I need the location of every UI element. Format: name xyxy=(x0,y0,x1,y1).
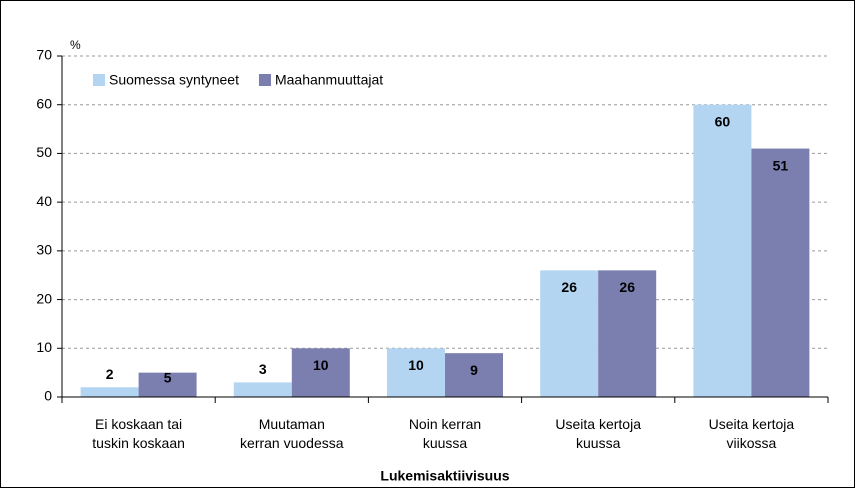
bar xyxy=(138,372,197,397)
bar xyxy=(387,348,445,397)
x-tick-line: Noin kerran xyxy=(409,416,481,432)
legend-swatch xyxy=(93,74,105,86)
data-label: 10 xyxy=(408,357,424,373)
legend-label: Suomessa syntyneet xyxy=(109,72,239,88)
x-tick-label: Useita kertoja kuussa xyxy=(555,416,641,451)
bar xyxy=(693,104,752,397)
y-tick-label: 70 xyxy=(36,47,52,63)
x-tick-line: Muutaman xyxy=(259,416,325,432)
x-tick-line: kuussa xyxy=(576,435,621,451)
bar xyxy=(751,148,810,397)
x-tick-label: Muutaman kerran vuodessa xyxy=(240,416,344,451)
data-label: 2 xyxy=(106,366,114,382)
x-tick-label: Useita kertoja viikossa xyxy=(709,416,795,451)
data-label: 9 xyxy=(470,362,478,378)
bar xyxy=(598,270,657,397)
x-axis-label: Lukemisaktiivisuus xyxy=(380,468,509,484)
data-label: 51 xyxy=(773,157,789,173)
y-tick-label: 20 xyxy=(36,290,52,306)
bar xyxy=(80,387,139,397)
x-tick-line: Ei koskaan tai xyxy=(95,416,182,432)
x-tick-line: Useita kertoja xyxy=(555,416,641,432)
data-label: 26 xyxy=(619,279,635,295)
data-label: 26 xyxy=(561,279,577,295)
x-tick-line: kuussa xyxy=(423,435,468,451)
legend-label: Maahanmuuttajat xyxy=(275,72,383,88)
x-tick-label: Noin kerran kuussa xyxy=(409,416,481,451)
x-tick-line: Useita kertoja xyxy=(709,416,795,432)
y-tick-label: 0 xyxy=(44,388,52,404)
data-label: 3 xyxy=(259,361,267,377)
y-tick-label: 60 xyxy=(36,95,52,111)
data-label: 5 xyxy=(164,370,172,386)
x-tick-line: tuskin koskaan xyxy=(92,435,185,451)
y-tick-label: 50 xyxy=(36,144,52,160)
y-tick-label: 30 xyxy=(36,242,52,258)
y-tick-label: 10 xyxy=(36,339,52,355)
data-label: 10 xyxy=(313,357,329,373)
x-tick-line: viikossa xyxy=(727,435,777,451)
bar xyxy=(233,382,292,397)
data-label: 60 xyxy=(715,113,731,129)
legend-swatch xyxy=(258,74,271,86)
bar xyxy=(291,348,350,397)
bar xyxy=(540,270,599,397)
x-tick-label: Ei koskaan tai tuskin koskaan xyxy=(92,416,185,451)
bar xyxy=(445,353,503,397)
x-tick-line: kerran vuodessa xyxy=(240,435,344,451)
y-unit: % xyxy=(70,38,81,52)
y-tick-label: 40 xyxy=(36,193,52,209)
